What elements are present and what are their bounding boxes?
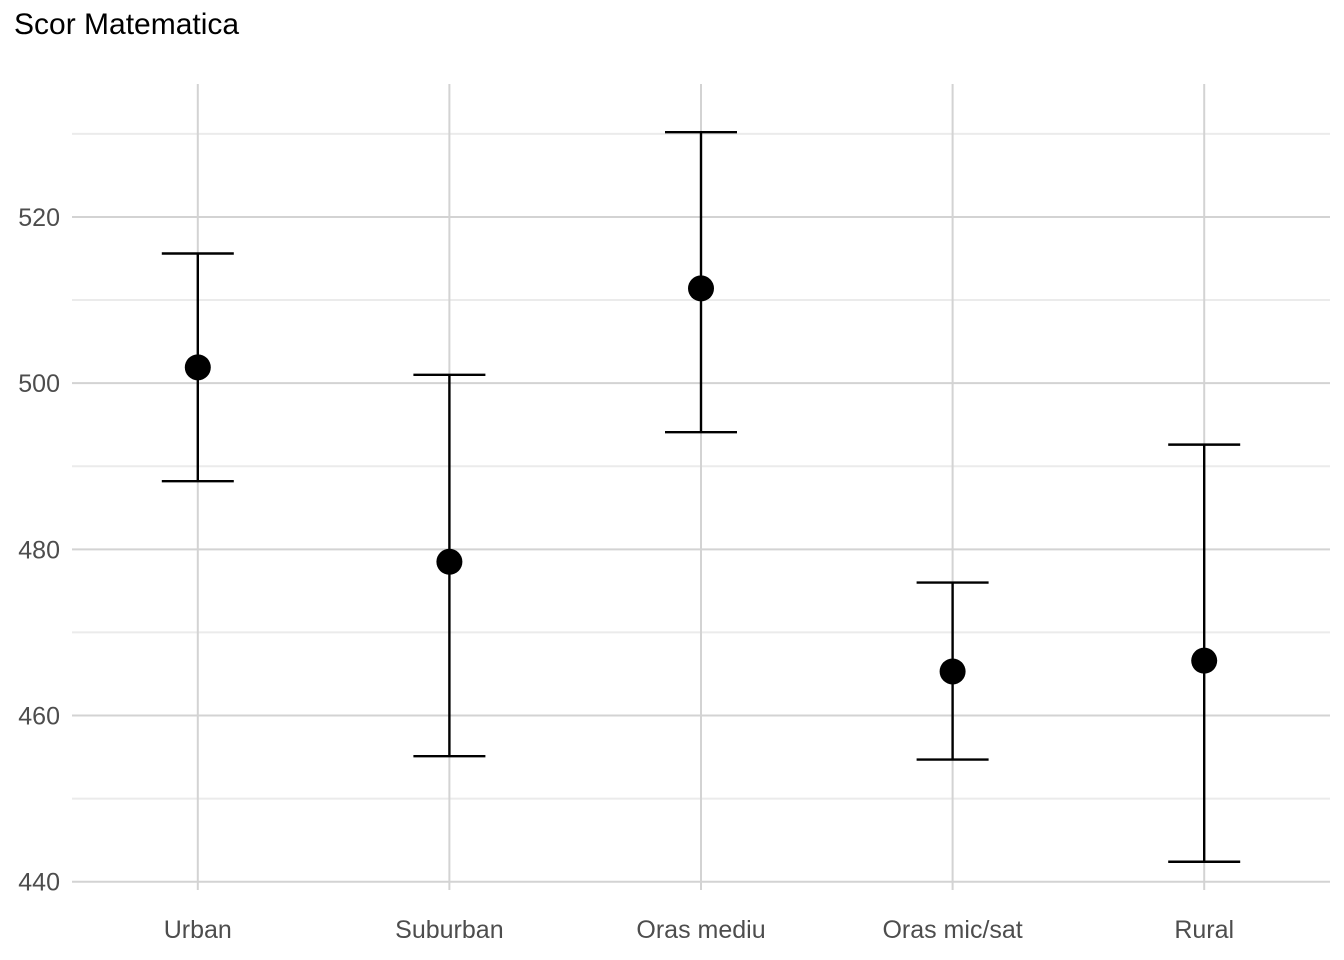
label-layer: 440 460 480 500 520 Urban Suburban Oras mediu Or… (18, 204, 1234, 944)
x-tick-label: Suburban (395, 916, 503, 944)
y-tick-label: 460 (18, 703, 60, 731)
y-tick-label: 480 (18, 536, 60, 564)
x-tick-label: Urban (164, 916, 232, 944)
errorbar-group (413, 373, 486, 758)
errorbar-group (665, 130, 737, 434)
data-point (184, 354, 211, 381)
chart-title: Scor Matematica (14, 8, 240, 41)
x-tick-label: Oras mic/sat (882, 916, 1022, 944)
errorbar-group (1168, 443, 1241, 863)
data-point (939, 658, 966, 685)
y-tick-label: 500 (18, 370, 60, 398)
data-point (688, 275, 714, 302)
mark-layer (161, 130, 1241, 863)
y-tick-label: 440 (18, 869, 60, 897)
errorbar-group (916, 581, 989, 761)
x-tick-label: Oras mediu (636, 916, 765, 944)
data-point (1191, 647, 1218, 674)
x-tick-label: Rural (1174, 916, 1234, 944)
y-tick-label: 520 (18, 204, 60, 232)
data-point (436, 548, 463, 575)
errorbar-group (161, 252, 234, 483)
